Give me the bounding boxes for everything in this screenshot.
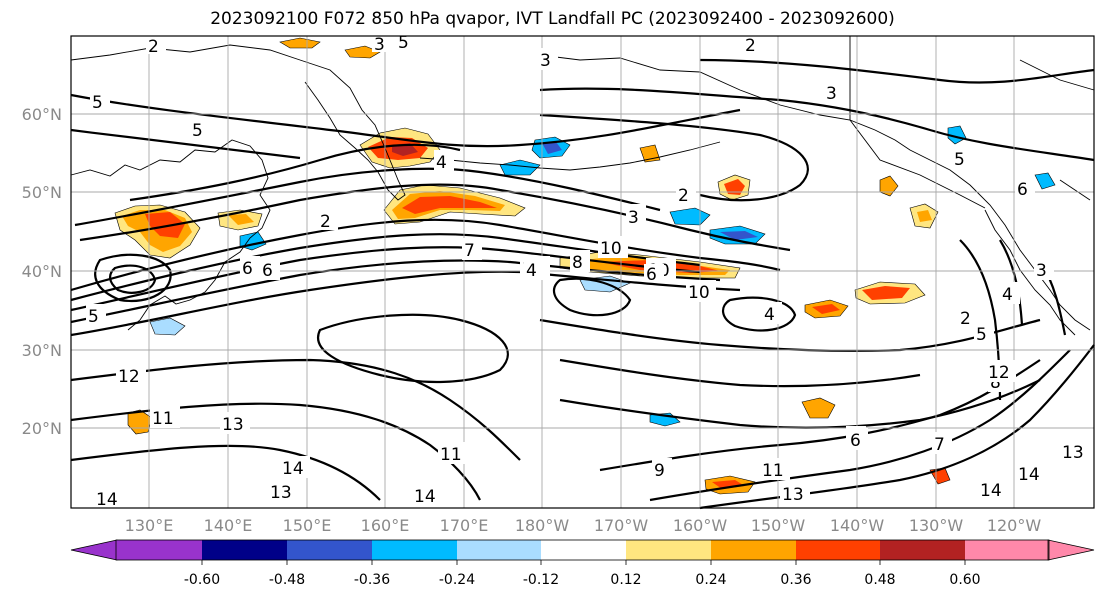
contour-label: 4 bbox=[436, 153, 447, 173]
contour-label: 10 bbox=[688, 283, 710, 303]
contour-label: 2 bbox=[678, 186, 689, 206]
contour-label: 3 bbox=[540, 51, 551, 71]
colorbar: -0.60 -0.48 -0.36 -0.24 -0.12 0.12 0.24 … bbox=[70, 539, 1095, 588]
contour-label: 3 bbox=[628, 208, 639, 228]
contour-label: 2 bbox=[745, 36, 756, 56]
lon-label: 160°W bbox=[673, 516, 728, 535]
colorbar-cell bbox=[457, 540, 541, 560]
lon-label: 180°W bbox=[515, 516, 570, 535]
contour-label: 3 bbox=[826, 84, 837, 104]
colorbar-tick-label: -0.36 bbox=[354, 572, 390, 588]
contour-label: 14 bbox=[282, 459, 304, 479]
contour-label: 3 bbox=[374, 35, 385, 55]
contour-label: 13 bbox=[1062, 443, 1084, 463]
contour-label: 6 bbox=[850, 431, 861, 451]
map-title: 2023092100 F072 850 hPa qvapor, IVT Land… bbox=[210, 9, 895, 29]
colorbar-cell bbox=[116, 540, 202, 560]
contour-label: 5 bbox=[192, 121, 203, 141]
contour-label: 6 bbox=[646, 265, 657, 285]
contour-label: 9 bbox=[654, 461, 665, 481]
colorbar-cell bbox=[202, 540, 287, 560]
lat-label: 50°N bbox=[22, 183, 62, 202]
contour-label: 4 bbox=[1002, 285, 1013, 305]
colorbar-cell bbox=[965, 540, 1049, 560]
colorbar-cell bbox=[626, 540, 711, 560]
lon-label: 170°W bbox=[594, 516, 649, 535]
contour-label: 2 bbox=[320, 212, 331, 232]
contour-label: 13 bbox=[270, 483, 292, 503]
contour-label: 14 bbox=[96, 490, 118, 510]
colorbar-tick-label: 0.48 bbox=[864, 572, 895, 588]
lon-label: 140°W bbox=[830, 516, 885, 535]
colorbar-outline bbox=[115, 539, 1050, 561]
contour-label: 5 bbox=[398, 33, 409, 53]
lon-label: 150°E bbox=[283, 516, 332, 535]
colorbar-cell bbox=[1047, 539, 1095, 561]
contour-label: 11 bbox=[152, 409, 174, 429]
contour-label: 5 bbox=[88, 307, 99, 327]
contour-label: 5 bbox=[954, 150, 965, 170]
lon-label: 140°E bbox=[204, 516, 253, 535]
colorbar-cell bbox=[287, 540, 372, 560]
colorbar-cell bbox=[541, 540, 626, 560]
colorbar-tick-label: 0.12 bbox=[610, 572, 641, 588]
latitude-labels: 60°N 50°N 40°N 30°N 20°N bbox=[22, 105, 62, 438]
lon-label: 130°W bbox=[909, 516, 964, 535]
lon-label: 150°W bbox=[751, 516, 806, 535]
colorbar-cell bbox=[711, 540, 796, 560]
contour-label: 4 bbox=[526, 261, 537, 281]
lon-label: 160°E bbox=[361, 516, 410, 535]
contour-label-layer: 2 3 5 2 3 4 5 6 5 2 3 10 10 4 5 6 7 8 bbox=[86, 32, 1090, 510]
lat-label: 40°N bbox=[22, 262, 62, 281]
lat-label: 30°N bbox=[22, 341, 62, 360]
contour-label: 10 bbox=[600, 239, 622, 259]
contour-label: 7 bbox=[934, 435, 945, 455]
contour-label: 14 bbox=[1018, 465, 1040, 485]
lon-label: 130°E bbox=[125, 516, 174, 535]
colorbar-cell bbox=[372, 540, 457, 560]
contour-label: 7 bbox=[464, 241, 475, 261]
colorbar-tick-label: 0.60 bbox=[949, 572, 980, 588]
lon-label: 120°W bbox=[987, 516, 1042, 535]
contour-label: 14 bbox=[980, 481, 1002, 501]
colorbar-tick-label: -0.48 bbox=[269, 572, 305, 588]
colorbar-tick-label: 0.36 bbox=[780, 572, 811, 588]
contour-label: 8 bbox=[572, 253, 583, 273]
colorbar-cell bbox=[880, 540, 965, 560]
contour-label: 11 bbox=[440, 445, 462, 465]
colorbar-ticks bbox=[201, 560, 966, 565]
contour-label: 3 bbox=[1036, 261, 1047, 281]
longitude-labels: 130°E 140°E 150°E 160°E 170°E 180°W 170°… bbox=[125, 516, 1042, 535]
contour-label: 2 bbox=[960, 309, 971, 329]
contour-label: 6 bbox=[242, 259, 253, 279]
contour-label: 11 bbox=[762, 461, 784, 481]
contour-label: 12 bbox=[118, 367, 140, 387]
contour-label: 13 bbox=[222, 415, 244, 435]
map-frame bbox=[70, 35, 1095, 509]
colorbar-tick-label: -0.60 bbox=[184, 572, 220, 588]
contour-label: 5 bbox=[976, 325, 987, 345]
contour-label: 6 bbox=[1017, 180, 1028, 200]
lat-label: 20°N bbox=[22, 419, 62, 438]
contour-label: 6 bbox=[262, 261, 273, 281]
contour-label: 8 bbox=[990, 373, 1001, 393]
contour-label: 13 bbox=[782, 485, 804, 505]
colorbar-cell bbox=[796, 540, 880, 560]
colorbar-tick-label: -0.24 bbox=[439, 572, 475, 588]
contour-label: 14 bbox=[414, 487, 436, 507]
contour-label: 4 bbox=[764, 305, 775, 325]
contour-label: 2 bbox=[148, 37, 159, 57]
colorbar-cell bbox=[70, 539, 118, 561]
lon-label: 170°E bbox=[440, 516, 489, 535]
colorbar-tick-label: -0.12 bbox=[523, 572, 559, 588]
contour-label: 5 bbox=[92, 93, 103, 113]
lat-label: 60°N bbox=[22, 105, 62, 124]
contour-label: 12 bbox=[988, 363, 1010, 383]
colorbar-tick-label: 0.24 bbox=[695, 572, 726, 588]
